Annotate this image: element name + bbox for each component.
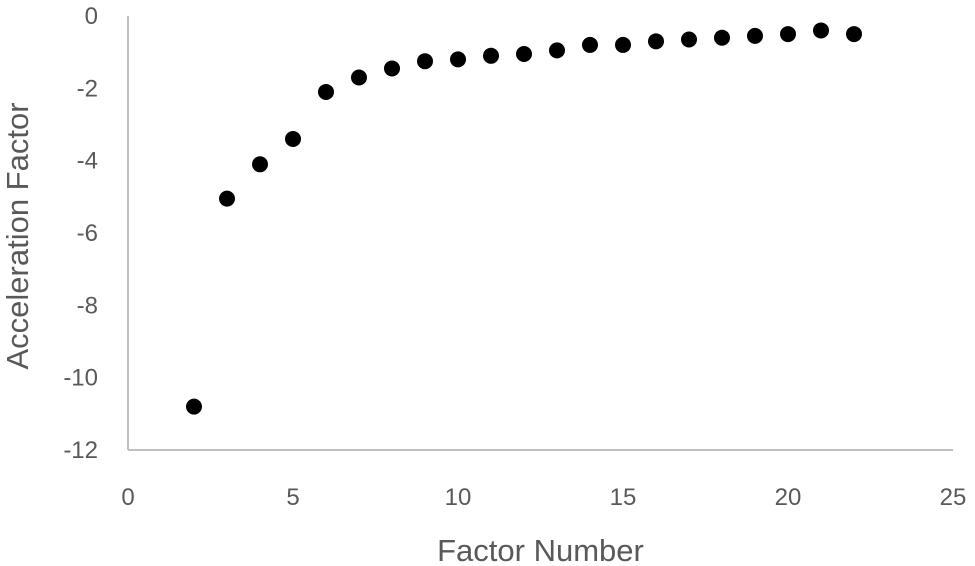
data-points	[186, 22, 862, 415]
y-tick-label: -4	[77, 148, 98, 175]
data-point	[285, 130, 301, 147]
x-tick-label: 5	[286, 484, 299, 511]
data-point	[846, 26, 862, 43]
x-tick-label: 15	[610, 484, 637, 511]
y-axis-title: Acceleration Factor	[0, 102, 35, 369]
y-tick-label: 0	[85, 3, 98, 30]
data-point	[252, 156, 268, 173]
x-tick-label: 0	[121, 484, 134, 511]
data-point	[681, 31, 697, 48]
y-tick-label: -8	[77, 292, 98, 319]
x-tick-labels: 0 5 10 15 20 25	[121, 484, 966, 511]
x-tick-label: 10	[445, 484, 472, 511]
data-point	[219, 190, 235, 207]
data-point	[384, 60, 400, 77]
data-point	[450, 51, 466, 68]
data-point	[780, 26, 796, 43]
data-point	[648, 33, 664, 50]
y-tick-labels: 0 -2 -4 -6 -8 -10 -12	[63, 3, 98, 464]
data-point	[318, 83, 334, 100]
x-tick-label: 20	[775, 484, 802, 511]
y-tick-label: -6	[77, 220, 98, 247]
data-point	[582, 36, 598, 53]
data-point	[351, 69, 367, 86]
data-point	[516, 45, 532, 62]
x-tick-label: 25	[940, 484, 967, 511]
y-tick-label: -2	[77, 75, 98, 102]
data-point	[714, 29, 730, 46]
x-axis-title: Factor Number	[437, 533, 644, 566]
data-point	[615, 36, 631, 53]
y-tick-label: -12	[63, 437, 98, 464]
data-point	[483, 47, 499, 64]
y-tick-label: -10	[63, 365, 98, 392]
axes	[127, 16, 953, 451]
data-point	[813, 22, 829, 39]
data-point	[417, 53, 433, 70]
data-point	[186, 398, 202, 415]
data-point	[549, 42, 565, 59]
data-point	[747, 27, 763, 44]
